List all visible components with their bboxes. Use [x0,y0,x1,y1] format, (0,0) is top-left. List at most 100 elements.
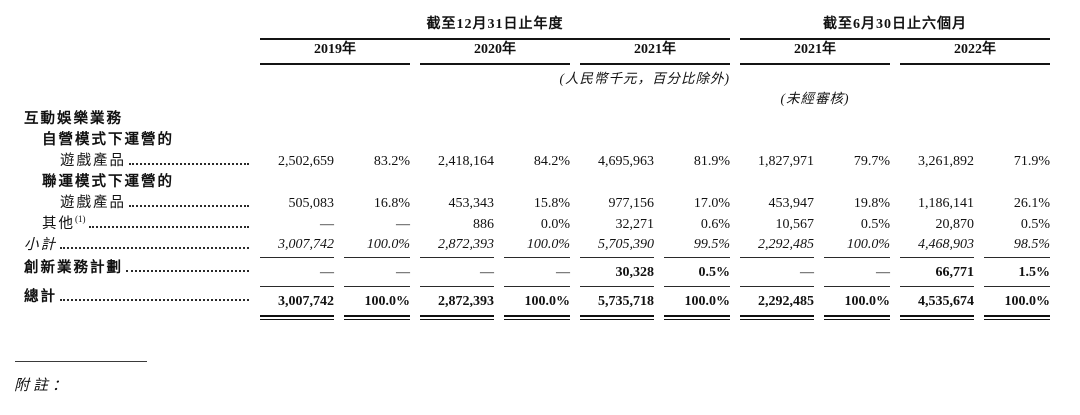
table-row-joint-operated: 遊戲產品 505,083 16.8% 453,343 15.8% 977,156… [24,193,1050,214]
year-header-2021: 2021年 [580,40,730,66]
spacer-cell [900,89,1050,109]
spacer-cell [24,14,250,40]
table-row-others: 其他(1) — — 886 0.0% 32,271 0.6% 10,567 0.… [24,214,1050,235]
financial-table-page: 截至12月31日止年度 截至6月30日止六個月 2019年 2020年 2021… [14,14,1060,394]
table-cell: 32,271 [615,216,655,232]
joint-operated-label-line1: 聯運模式下運營的 [42,173,174,190]
spacer-cell [260,172,1050,193]
table-cell: 977,156 [608,195,655,211]
table-cell: 20,870 [935,216,975,232]
table-cell: 0.5% [664,258,730,287]
table-cell: 1,827,971 [758,153,814,169]
table-cell: 1.5% [984,258,1050,287]
spacer-cell [260,89,730,109]
table-cell: — [420,258,494,287]
table-cell: 4,535,674 [900,287,974,321]
spacer-cell [260,109,1050,130]
joint-operated-label-line2: 遊戲產品 [24,193,250,214]
spacer-cell [260,130,1050,151]
table-cell: 83.2% [373,153,410,169]
period-annual-header: 截至12月31日止年度 [260,14,730,40]
self-operated-label-line2: 遊戲產品 [24,151,250,172]
table-cell: — [740,258,814,287]
footnote-marker: (1) [75,214,86,225]
dot-leader [60,298,249,301]
year-header-2020: 2020年 [420,40,570,66]
table-cell: 453,343 [448,195,495,211]
table-cell: 100.0% [504,235,570,259]
table-cell: 0.6% [700,216,730,232]
dot-leader [129,162,249,165]
table-cell: 100.0% [984,287,1050,321]
row-label-text: 創新業務計劃 [24,260,123,277]
unaudited-note: (未經審核) [780,91,850,107]
table-cell: 100.0% [344,235,410,259]
table-cell: 0.5% [860,216,890,232]
innovation-label: 創新業務計劃 [24,258,250,279]
revenue-breakdown-table: 截至12月31日止年度 截至6月30日止六個月 2019年 2020年 2021… [14,14,1060,321]
row-label-text: 小計 [24,236,57,253]
table-cell: — [504,258,570,287]
table-cell: 71.9% [1013,153,1050,169]
table-cell: 2,872,393 [420,287,494,321]
table-cell: — [824,258,890,287]
table-cell: 10,567 [775,216,815,232]
table-cell: 100.0% [504,287,570,321]
spacer-cell [24,40,250,65]
year-header-2022-interim: 2022年 [900,40,1050,66]
footnote-label: 附註： [14,377,72,394]
table-cell: — [344,258,410,287]
table-cell: 17.0% [693,195,730,211]
table-row-total: 總計 3,007,742 100.0% 2,872,393 100.0% 5,7… [24,287,1050,321]
table-cell: 100.0% [824,287,890,321]
row-label-text: 總計 [24,288,57,305]
table-cell: 2,292,485 [740,235,814,259]
table-row-self-operated: 遊戲產品 2,502,659 83.2% 2,418,164 84.2% 4,6… [24,151,1050,172]
table-cell: 100.0% [664,287,730,321]
table-cell: 3,007,742 [260,235,334,259]
table-cell: 886 [473,216,494,232]
table-row-subtotal: 小計 3,007,742 100.0% 2,872,393 100.0% 5,7… [24,235,1050,259]
table-cell: 81.9% [693,153,730,169]
year-header-2019: 2019年 [260,40,410,66]
table-cell: 2,418,164 [438,153,494,169]
row-label-text: 遊戲產品 [60,194,126,211]
dot-leader [126,270,249,273]
table-cell: 505,083 [288,195,335,211]
table-cell: 99.5% [664,235,730,259]
table-cell: 2,292,485 [740,287,814,321]
row-label-text: 遊戲產品 [60,152,126,169]
others-label-text: 其他 [42,215,75,232]
table-cell: 1,186,141 [918,195,974,211]
total-label: 總計 [24,287,250,308]
subtotal-label: 小計 [24,235,250,256]
table-cell: 2,502,659 [278,153,334,169]
dot-leader [88,225,249,228]
table-cell: 30,328 [580,258,654,287]
period-interim-header: 截至6月30日止六個月 [740,14,1050,40]
year-header-2021-interim: 2021年 [740,40,890,66]
table-cell: 15.8% [533,195,570,211]
table-cell: 79.7% [853,153,890,169]
table-cell: 16.8% [373,195,410,211]
dot-leader [60,246,249,249]
table-row-innovation: 創新業務計劃 — — — — 30,328 0.5% — — 66,771 1.… [24,258,1050,287]
table-cell: 84.2% [533,153,570,169]
table-cell: — [260,258,334,287]
table-cell: 4,468,903 [900,235,974,259]
table-cell: 66,771 [900,258,974,287]
dot-leader [129,204,249,207]
table-cell: — [396,216,410,232]
footnote-divider [15,360,147,362]
spacer-cell [24,89,250,109]
table-cell: 5,735,718 [580,287,654,321]
table-cell: 4,695,963 [598,153,654,169]
table-cell: 3,007,742 [260,287,334,321]
row-label-text: 其他(1) [42,214,86,235]
table-cell: 2,872,393 [420,235,494,259]
self-operated-label-line1: 自營模式下運營的 [42,131,174,148]
table-cell: 100.0% [824,235,890,259]
table-cell: 98.5% [984,235,1050,259]
table-cell: 453,947 [768,195,815,211]
table-cell: 0.0% [540,216,570,232]
